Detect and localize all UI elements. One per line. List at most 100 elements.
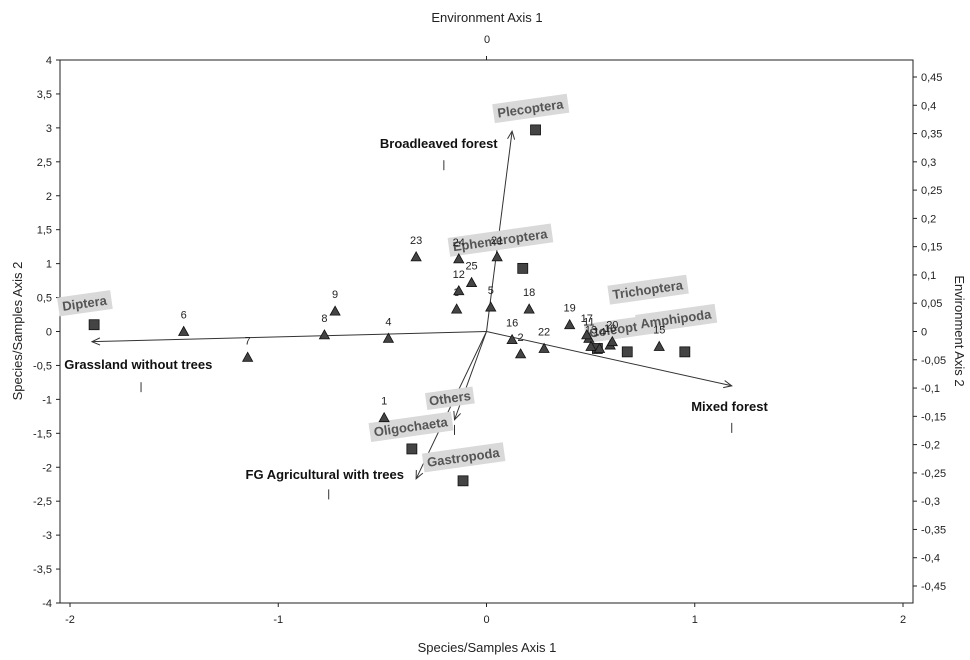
y2-tick-label: 0,1 <box>921 270 936 282</box>
species-label-box <box>607 274 689 305</box>
x-tick-label: -2 <box>65 614 75 626</box>
y2-tick-label: 0,15 <box>921 242 942 254</box>
species-label-box <box>447 223 554 257</box>
y2-tick-label: 0,4 <box>921 100 936 112</box>
sample-label: 18 <box>523 287 535 299</box>
species-marker <box>406 443 418 455</box>
sample-label: 9 <box>332 289 338 301</box>
top-axis-tick: 0 <box>484 34 490 46</box>
sample-label: 10 <box>604 323 616 335</box>
sample-label: 22 <box>538 326 550 338</box>
sample-marker <box>329 305 341 316</box>
sample-marker <box>378 411 390 423</box>
sample-label: 6 <box>181 310 187 322</box>
y-tick-label: -2,5 <box>33 496 52 508</box>
y-tick-label: 0 <box>46 327 52 339</box>
y-tick-label: 4 <box>46 55 52 67</box>
species-marker <box>621 346 633 358</box>
y-tick-label: 1,5 <box>37 225 52 237</box>
y-tick-label: -3,5 <box>33 564 52 576</box>
y-tick-label: -1 <box>42 394 52 406</box>
sample-label: 1 <box>381 396 387 408</box>
y2-tick-label: -0,05 <box>921 355 946 367</box>
sample-marker <box>506 333 518 345</box>
y-axis-title: Species/Samples Axis 2 <box>10 262 25 401</box>
sample-marker <box>593 342 606 353</box>
right-axis-ticks: 0,45 0,4 0,35 0,3 0,25 0,2 0,15 0,1 0,05 0 -0,05 -0… <box>913 72 946 593</box>
bottom-axis-ticks: -2 -1 0 1 2 <box>65 56 906 626</box>
y2-tick-label: -0,15 <box>921 411 946 423</box>
env-vector <box>454 331 487 420</box>
y2-tick-label: 0,2 <box>921 213 936 225</box>
x-tick-label: 0 <box>483 614 489 626</box>
env-label: Mixed forest <box>691 399 768 414</box>
y2-tick-label: 0,3 <box>921 157 936 169</box>
env-vector <box>91 331 487 343</box>
sample-marker <box>318 329 331 340</box>
env-vector <box>486 331 732 387</box>
sample-marker <box>514 348 527 359</box>
sample-label: 14 <box>593 326 605 338</box>
species-marker <box>679 346 691 358</box>
sample-label: 12 <box>453 269 465 281</box>
x-axis-title: Species/Samples Axis 1 <box>418 640 557 655</box>
sample-marker <box>465 276 478 288</box>
y-tick-label: -0,5 <box>33 360 52 372</box>
species-label-box <box>421 442 506 473</box>
y-tick-label: 3 <box>46 123 52 135</box>
y-tick-label: 2,5 <box>37 157 52 169</box>
sample-marker <box>538 342 550 353</box>
sample-marker <box>410 251 422 262</box>
sample-label: 15 <box>653 324 665 336</box>
y2-tick-label: 0,35 <box>921 129 942 141</box>
species-label-group: Trichoptera <box>607 274 689 305</box>
y2-tick-label: -0,1 <box>921 383 940 395</box>
env-label: Broadleaved forest <box>380 136 498 151</box>
y-tick-label: -1,5 <box>33 428 52 440</box>
sample-marker <box>178 325 190 336</box>
sample-marker <box>606 335 618 347</box>
sample-marker <box>581 329 593 340</box>
sample-marker <box>453 284 465 296</box>
sample-marker <box>241 351 254 362</box>
sample-label: 24 <box>453 237 465 249</box>
y2-tick-label: -0,35 <box>921 524 946 536</box>
sample-marker <box>382 332 395 343</box>
y-tick-label: 1 <box>46 259 52 271</box>
sample-marker <box>453 253 465 264</box>
y2-tick-label: -0,3 <box>921 496 940 508</box>
species-layer: PlecopteraEphemeropteraDipteraTrichopter… <box>57 93 718 487</box>
y-tick-label: -2 <box>42 462 52 474</box>
env-label: Others <box>428 388 472 409</box>
y2-tick-label: 0,25 <box>921 185 942 197</box>
species-marker <box>530 124 541 136</box>
y-tick-label: 2 <box>46 191 52 203</box>
sample-label: 17 <box>581 313 593 325</box>
env-arrowhead <box>507 130 516 140</box>
y2-tick-label: -0,2 <box>921 440 940 452</box>
x-tick-label: 2 <box>900 614 906 626</box>
y2-tick-label: -0,45 <box>921 581 946 593</box>
sample-label: 19 <box>564 303 576 315</box>
species-label: Diptera <box>61 293 108 314</box>
y-tick-label: 0,5 <box>37 293 52 305</box>
environment-vectors: Broadleaved forest Grassland without tree… <box>64 130 768 500</box>
sample-label: 23 <box>410 235 422 247</box>
sample-label: 7 <box>245 335 251 347</box>
sample-label: 25 <box>465 261 477 273</box>
species-label-group: Amphipoda <box>635 303 718 334</box>
right-axis-title: Environment Axis 2 <box>952 275 967 386</box>
y2-tick-label: 0 <box>921 327 927 339</box>
species-label-group: Diptera <box>57 290 113 317</box>
left-axis-ticks: 4 3,5 3 2,5 2 1,5 1 0,5 0 -0,5 -1 -1,5 -2 -2,5 -3 -3,5 -… <box>33 55 60 610</box>
sample-marker <box>485 301 497 312</box>
env-label: FG Agricultural with trees <box>246 467 404 482</box>
y-tick-label: -3 <box>42 530 52 542</box>
sample-label: 21 <box>491 235 503 247</box>
sample-marker <box>450 303 463 314</box>
species-marker <box>457 475 469 487</box>
sample-label: 8 <box>321 313 327 325</box>
sample-marker <box>585 340 597 351</box>
sample-label: 11 <box>583 316 594 328</box>
species-label-group: Plecoptera <box>492 93 570 124</box>
